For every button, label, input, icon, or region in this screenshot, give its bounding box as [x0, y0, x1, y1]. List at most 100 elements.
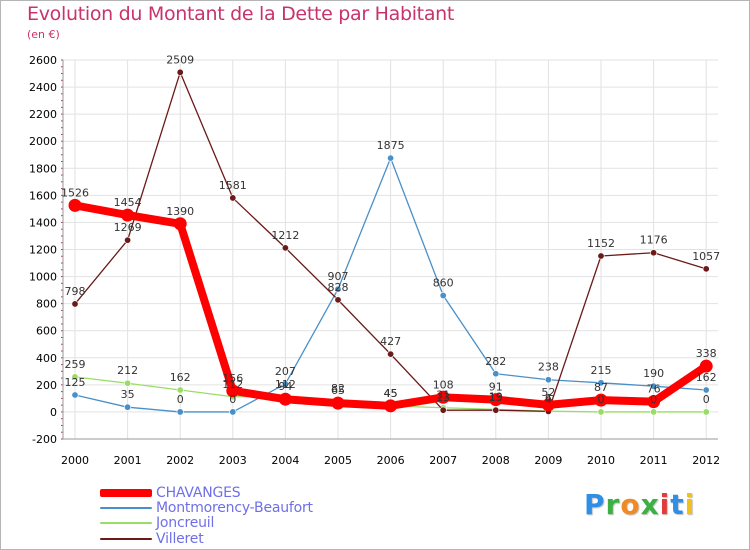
data-point-joncreuil	[176, 386, 184, 394]
x-tick-label: 2000	[61, 454, 89, 467]
logo-letter: i	[684, 488, 696, 521]
data-label-chavanges: 91	[489, 381, 503, 394]
data-point-chavanges	[436, 390, 450, 404]
data-label-villeret: 828	[328, 281, 349, 294]
x-tick-label: 2005	[324, 454, 352, 467]
logo-letter: P	[584, 488, 606, 521]
data-point-joncreuil	[597, 408, 605, 416]
logo-letter: i	[659, 488, 671, 521]
data-label-chavanges: 94	[278, 380, 292, 393]
legend-swatch	[100, 521, 152, 524]
x-tick-label: 2011	[640, 454, 668, 467]
data-point-montmorency-beaufort	[387, 154, 395, 162]
data-point-villeret	[439, 406, 447, 414]
data-point-villeret	[387, 350, 395, 358]
data-label-chavanges: 76	[647, 383, 661, 396]
data-label-chavanges: 338	[696, 347, 717, 360]
data-label-chavanges: 108	[433, 378, 454, 391]
x-tick-label: 2012	[692, 454, 720, 467]
data-label-villeret: 798	[65, 285, 86, 298]
legend-swatch	[100, 506, 152, 509]
data-label-joncreuil: 82	[331, 382, 345, 395]
data-point-villeret	[176, 68, 184, 76]
legend-item-montmorency-beaufort: Montmorency-Beaufort	[100, 500, 313, 516]
y-tick-label: 1800	[29, 162, 57, 175]
data-point-chavanges	[68, 198, 82, 212]
data-label-joncreuil: 112	[275, 378, 296, 391]
data-point-villeret	[492, 406, 500, 414]
data-label-chavanges: 45	[384, 387, 398, 400]
data-point-chavanges	[594, 393, 608, 407]
data-point-montmorency-beaufort	[124, 403, 132, 411]
data-point-chavanges	[226, 384, 240, 398]
chart-subtitle: (en €)	[27, 28, 60, 41]
y-tick-label: 1200	[29, 244, 57, 257]
data-point-chavanges	[541, 398, 555, 412]
data-label-villeret: 427	[380, 335, 401, 348]
data-label-villeret: 1212	[271, 229, 299, 242]
data-label-montmorency-beaufort: 0	[177, 393, 184, 406]
data-point-chavanges	[647, 395, 661, 409]
data-point-montmorency-beaufort	[492, 370, 500, 378]
data-label-villeret: 1581	[219, 179, 247, 192]
data-label-villeret: 1269	[114, 221, 142, 234]
data-point-chavanges	[699, 359, 713, 373]
data-label-montmorency-beaufort: 125	[65, 376, 86, 389]
y-tick-label: 2200	[29, 108, 57, 121]
data-label-villeret: 1152	[587, 237, 615, 250]
data-point-villeret	[334, 296, 342, 304]
data-point-montmorency-beaufort	[439, 292, 447, 300]
data-label-chavanges: 1526	[61, 186, 89, 199]
data-point-montmorency-beaufort	[229, 408, 237, 416]
data-label-villeret: 13	[489, 391, 503, 404]
data-label-joncreuil: 19	[489, 390, 503, 403]
data-label-montmorency-beaufort: 0	[229, 393, 236, 406]
legend-label: Joncreuil	[156, 514, 215, 531]
y-tick-label: 400	[36, 352, 57, 365]
data-label-joncreuil: 162	[170, 371, 191, 384]
x-tick-label: 2002	[166, 454, 194, 467]
data-point-villeret	[650, 249, 658, 257]
legend-item-joncreuil: Joncreuil	[100, 514, 215, 531]
series-group	[68, 68, 713, 416]
y-tick-label: -200	[32, 433, 57, 446]
data-point-villeret	[229, 194, 237, 202]
data-point-villeret	[597, 252, 605, 260]
data-label-chavanges: 52	[541, 386, 555, 399]
data-point-joncreuil	[71, 373, 79, 381]
data-label-chavanges: 1454	[114, 196, 142, 209]
data-label-joncreuil: 31	[436, 389, 450, 402]
data-label-montmorency-beaufort: 1875	[377, 139, 405, 152]
data-label-montmorency-beaufort: 190	[643, 367, 664, 380]
axes: -200020040060080010001200140016001800200…	[29, 54, 720, 467]
logo-letter: t	[670, 488, 685, 521]
data-point-villeret	[702, 265, 710, 273]
y-tick-label: 1000	[29, 271, 57, 284]
legend-label: CHAVANGES	[156, 484, 241, 501]
data-point-montmorency-beaufort	[544, 376, 552, 384]
data-label-montmorency-beaufort: 162	[696, 371, 717, 384]
data-label-villeret: 13	[436, 391, 450, 404]
data-label-montmorency-beaufort: 238	[538, 361, 559, 374]
data-point-montmorency-beaufort	[176, 408, 184, 416]
legend-label: Villeret	[156, 530, 204, 547]
data-point-joncreuil	[702, 408, 710, 416]
data-label-montmorency-beaufort: 907	[328, 270, 349, 283]
data-label-chavanges: 156	[222, 372, 243, 385]
y-tick-label: 1400	[29, 216, 57, 229]
grid	[63, 59, 718, 440]
logo-letter: r	[605, 488, 621, 521]
data-label-joncreuil: 45	[384, 387, 398, 400]
data-point-chavanges	[278, 392, 292, 406]
y-tick-label: 800	[36, 298, 57, 311]
logo-letter: x	[640, 488, 660, 521]
data-label-joncreuil: 0	[650, 393, 657, 406]
data-point-montmorency-beaufort	[334, 285, 342, 293]
data-point-joncreuil	[124, 379, 132, 387]
data-label-villeret: 2509	[166, 53, 194, 66]
data-point-montmorency-beaufort	[650, 382, 658, 390]
data-label-villeret: 4	[545, 392, 552, 405]
y-tick-label: 2400	[29, 81, 57, 94]
data-label-villeret: 1057	[692, 250, 720, 263]
